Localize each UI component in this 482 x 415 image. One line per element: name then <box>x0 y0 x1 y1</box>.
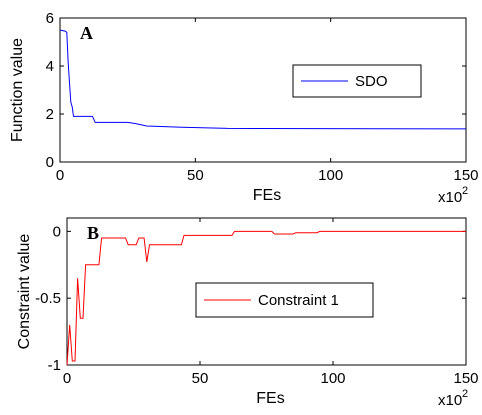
panel-label: A <box>80 23 93 43</box>
y-tick-label: 0 <box>46 154 54 171</box>
legend-label: Constraint 1 <box>258 292 339 309</box>
y-tick-label: -1 <box>48 357 61 374</box>
legend-label: SDO <box>355 73 388 90</box>
panel-label: B <box>87 223 99 243</box>
y-axis-label: Function value <box>9 38 26 142</box>
series-line <box>59 29 467 130</box>
x-axis-label: FEs <box>256 390 284 407</box>
x-axis-label: FEs <box>253 187 281 204</box>
x-tick-label: 150 <box>453 167 478 184</box>
x-multiplier-exp: 2 <box>462 388 468 400</box>
y-tick-label: 2 <box>46 106 54 123</box>
x-tick-label: 150 <box>453 370 478 387</box>
x-tick-label: 100 <box>320 370 345 387</box>
series-line <box>66 230 466 366</box>
x-tick-label: 100 <box>318 167 343 184</box>
x-tick-label: 0 <box>63 370 71 387</box>
y-tick-label: -0.5 <box>35 290 61 307</box>
x-tick-label: 0 <box>56 167 64 184</box>
x-tick-label: 50 <box>187 167 204 184</box>
y-tick-label: 4 <box>46 58 54 75</box>
y-axis-label: Constraint value <box>16 234 33 350</box>
y-tick-label: 0 <box>53 223 61 240</box>
x-multiplier: x10 <box>438 189 462 206</box>
x-multiplier: x10 <box>438 392 462 409</box>
x-tick-label: 50 <box>192 370 209 387</box>
y-tick-label: 6 <box>46 10 54 27</box>
x-multiplier-exp: 2 <box>462 185 468 197</box>
